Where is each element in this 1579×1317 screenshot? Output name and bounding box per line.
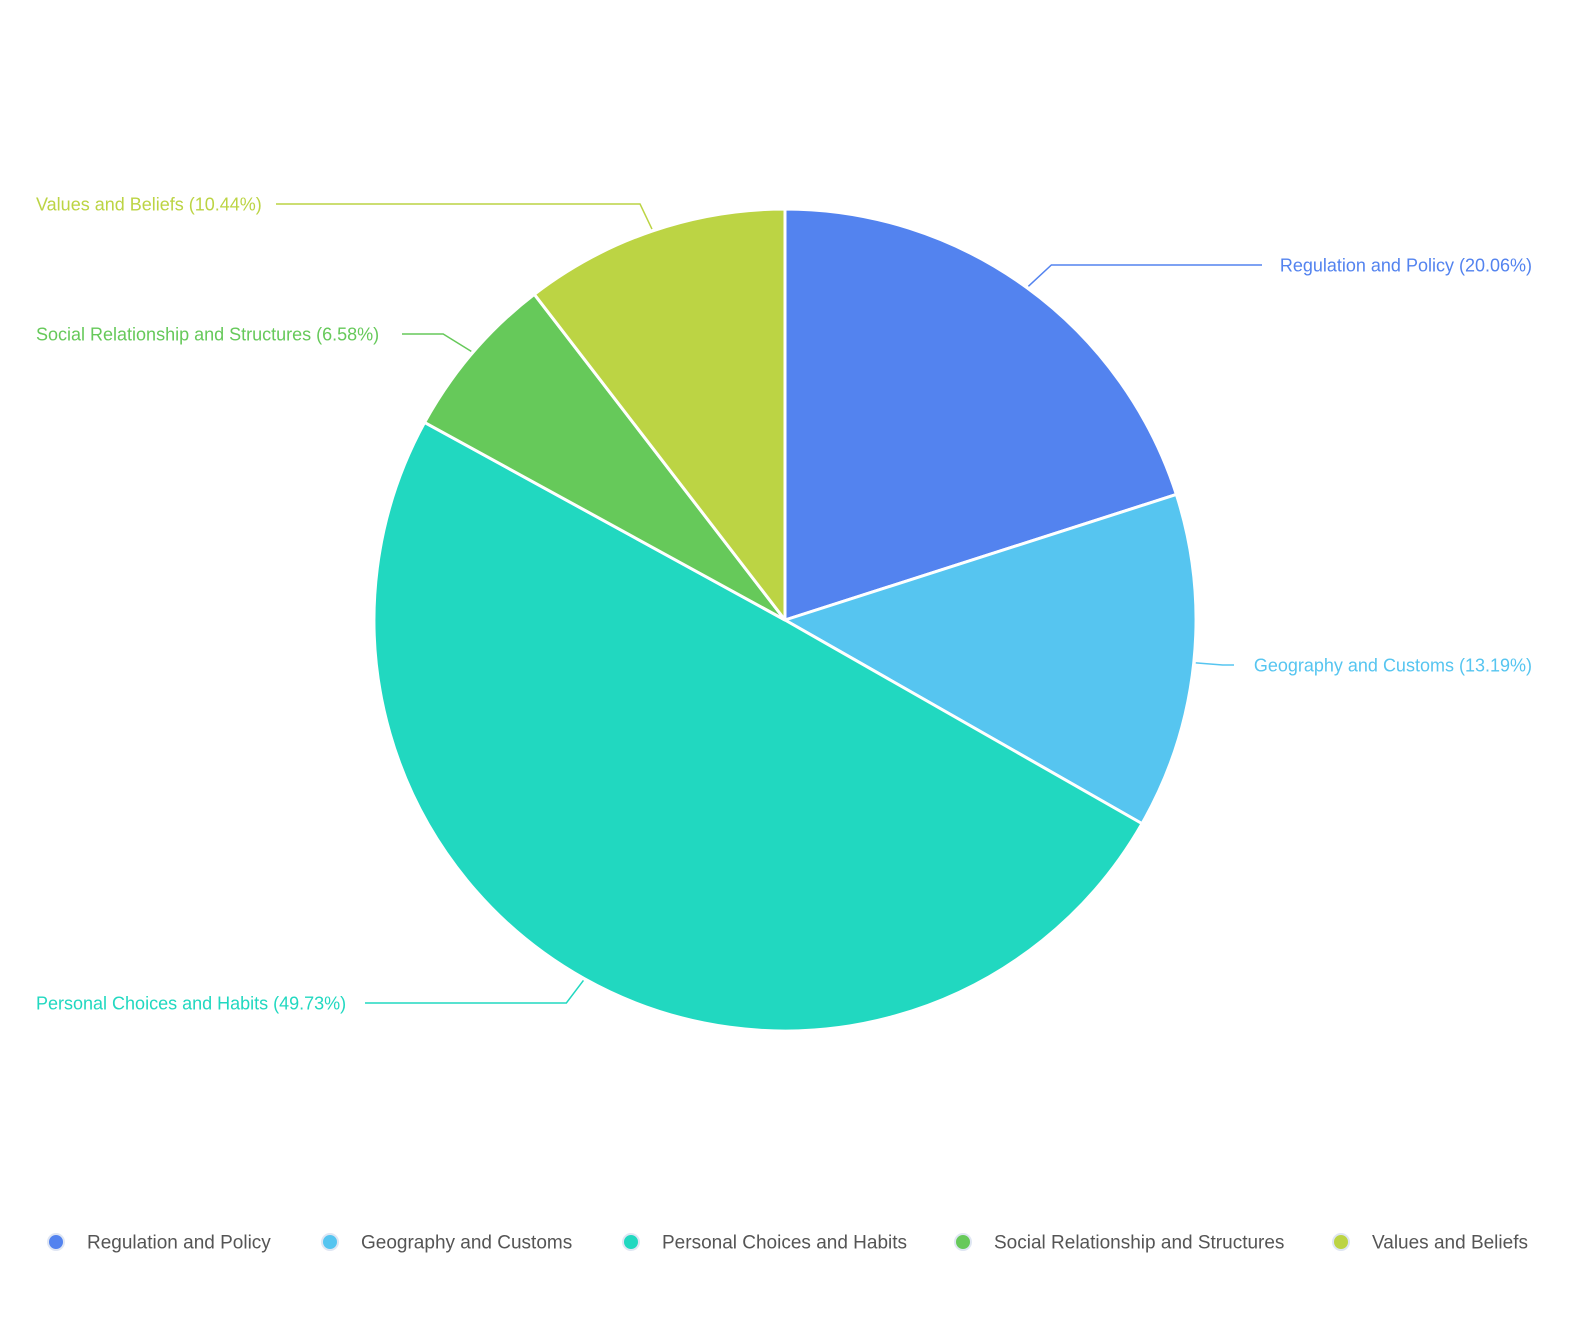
legend: Regulation and Policy Geography and Cust… [47,1233,1528,1254]
legend-label: Personal Choices and Habits [662,1233,907,1254]
legend-item-social-relationship-and-structures[interactable]: Social Relationship and Structures [954,1233,1284,1254]
legend-marker-icon [954,1233,972,1251]
pie-slices [372,207,1198,1033]
slice-label-geography-and-customs: Geography and Customs (13.19%) [1254,655,1532,675]
legend-marker-icon [1332,1233,1350,1251]
legend-item-regulation-and-policy[interactable]: Regulation and Policy [47,1233,271,1254]
legend-marker-icon [47,1233,65,1251]
pie-slice-values-and-beliefs[interactable] [532,207,787,622]
leader-line-regulation-and-policy [1027,264,1262,287]
leader-line-social-relationship-and-structures [402,333,472,353]
leader-line-values-and-beliefs [276,203,653,230]
legend-label: Geography and Customs [361,1233,572,1254]
legend-label: Values and Beliefs [1372,1233,1528,1254]
slice-label-social-relationship-and-structures: Social Relationship and Structures (6.58… [36,324,379,344]
pie-slice-personal-choices-and-habits[interactable] [372,420,1144,1033]
pie-slice-regulation-and-policy[interactable] [783,207,1178,622]
leader-line-personal-choices-and-habits [365,980,585,1004]
legend-item-personal-choices-and-habits[interactable]: Personal Choices and Habits [622,1233,907,1254]
pie-slice-social-relationship-and-structures[interactable] [423,292,787,622]
slice-labels: Regulation and Policy (20.06%) Geography… [36,194,1532,1013]
slice-label-values-and-beliefs: Values and Beliefs (10.44%) [36,194,262,214]
legend-label: Regulation and Policy [87,1233,271,1254]
legend-item-values-and-beliefs[interactable]: Values and Beliefs [1332,1233,1528,1254]
pie-slice-geography-and-customs[interactable] [783,492,1198,826]
legend-marker-icon [622,1233,640,1251]
label-leader-lines [276,203,1262,1004]
slice-label-regulation-and-policy: Regulation and Policy (20.06%) [1280,255,1532,275]
slice-label-personal-choices-and-habits: Personal Choices and Habits (49.73%) [36,993,346,1013]
legend-label: Social Relationship and Structures [994,1233,1284,1254]
legend-item-geography-and-customs[interactable]: Geography and Customs [321,1233,572,1254]
leader-line-geography-and-customs [1195,662,1234,666]
legend-marker-icon [321,1233,339,1251]
